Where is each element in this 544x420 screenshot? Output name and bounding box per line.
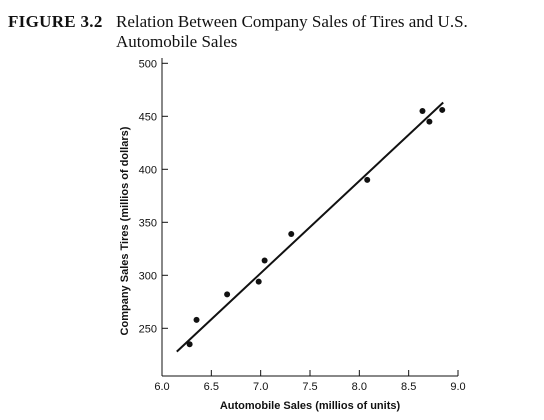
y-tick-label: 450 bbox=[139, 111, 157, 123]
data-points bbox=[186, 106, 446, 348]
regression-line bbox=[176, 101, 444, 353]
data-point bbox=[439, 106, 446, 113]
x-tick-label: 7.5 bbox=[302, 381, 317, 393]
y-tick-label: 350 bbox=[139, 217, 157, 229]
y-tick-label: 250 bbox=[139, 323, 157, 335]
x-tick-label: 9.0 bbox=[450, 381, 465, 393]
x-tick-label: 8.0 bbox=[352, 381, 367, 393]
y-tick-label: 300 bbox=[139, 270, 157, 282]
figure-label: FIGURE 3.2 bbox=[8, 12, 103, 31]
figure-title: Relation Between Company Sales of Tires … bbox=[116, 12, 468, 51]
data-point bbox=[224, 291, 231, 298]
data-point bbox=[261, 257, 268, 264]
data-point bbox=[419, 108, 426, 114]
data-point bbox=[186, 341, 193, 348]
data-point bbox=[288, 230, 295, 237]
axes: 250 300 350 400 450 500 6.0 6.5 7.0 7.5 8.0 8.5 9.0 bbox=[139, 58, 466, 393]
x-tick-label: 6.0 bbox=[154, 381, 169, 393]
y-tick-label: 500 bbox=[139, 58, 157, 70]
data-point bbox=[426, 118, 433, 125]
x-tick-label: 7.0 bbox=[253, 381, 268, 393]
y-axis-title: Company Sales Tires (millios of dollars) bbox=[119, 126, 131, 335]
data-point bbox=[193, 316, 200, 323]
regression-line-group bbox=[176, 101, 444, 353]
data-point bbox=[364, 176, 371, 183]
data-point bbox=[255, 278, 262, 285]
x-axis-title: Automobile Sales (millios of units) bbox=[220, 400, 401, 412]
x-tick-label: 8.5 bbox=[401, 381, 416, 393]
y-tick-label: 400 bbox=[139, 164, 157, 176]
x-tick-label: 6.5 bbox=[204, 381, 219, 393]
